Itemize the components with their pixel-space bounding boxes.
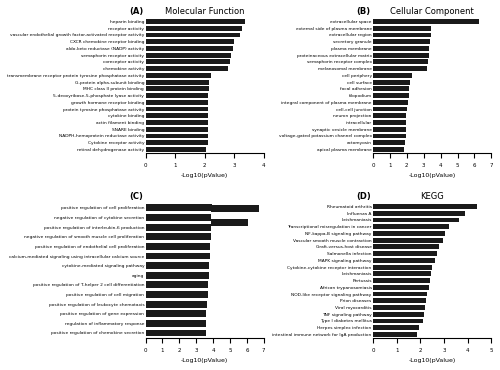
Bar bbox=[373, 100, 408, 105]
X-axis label: -Log10(pValue): -Log10(pValue) bbox=[181, 358, 228, 363]
Bar bbox=[373, 245, 440, 249]
Bar bbox=[146, 262, 209, 269]
Bar bbox=[146, 330, 206, 336]
Bar bbox=[373, 120, 406, 125]
Bar bbox=[146, 66, 228, 71]
Bar bbox=[146, 19, 244, 24]
Bar bbox=[146, 46, 233, 51]
Bar bbox=[146, 100, 208, 105]
Bar bbox=[373, 292, 428, 296]
Bar bbox=[146, 120, 208, 125]
Bar bbox=[373, 127, 406, 132]
Bar bbox=[146, 107, 208, 111]
Bar bbox=[373, 140, 405, 145]
Bar bbox=[373, 312, 424, 317]
Bar bbox=[373, 113, 406, 118]
Bar bbox=[373, 93, 408, 98]
Bar bbox=[373, 278, 430, 283]
Bar bbox=[146, 291, 208, 298]
Bar bbox=[373, 238, 443, 243]
X-axis label: -Log10(pValue): -Log10(pValue) bbox=[181, 173, 228, 178]
Bar bbox=[146, 310, 206, 317]
Bar bbox=[146, 301, 207, 307]
Bar bbox=[373, 258, 434, 263]
Bar bbox=[146, 113, 208, 118]
Bar bbox=[146, 93, 208, 98]
Bar bbox=[146, 224, 212, 231]
Bar bbox=[373, 53, 429, 58]
Bar bbox=[373, 147, 404, 152]
Bar bbox=[373, 33, 430, 37]
Bar bbox=[146, 214, 212, 221]
Bar bbox=[373, 134, 406, 138]
Bar bbox=[373, 224, 449, 229]
Bar bbox=[373, 319, 423, 323]
Bar bbox=[146, 60, 230, 64]
Bar bbox=[146, 86, 209, 91]
Bar bbox=[373, 305, 425, 310]
Bar bbox=[146, 147, 206, 152]
Bar bbox=[146, 320, 206, 327]
Bar bbox=[373, 66, 427, 71]
Bar bbox=[373, 204, 477, 209]
Bar bbox=[373, 271, 431, 276]
X-axis label: -Log10(pValue): -Log10(pValue) bbox=[408, 358, 456, 363]
Bar bbox=[373, 231, 445, 236]
Bar bbox=[373, 211, 466, 216]
Bar bbox=[146, 53, 232, 58]
Bar bbox=[373, 251, 437, 256]
Bar bbox=[146, 205, 212, 211]
Text: (D): (D) bbox=[356, 192, 370, 201]
Bar bbox=[146, 134, 208, 138]
Bar bbox=[373, 332, 417, 337]
Text: (C): (C) bbox=[130, 192, 143, 201]
Bar bbox=[373, 298, 426, 303]
Bar bbox=[373, 265, 432, 269]
Bar bbox=[146, 272, 209, 279]
Bar bbox=[373, 107, 407, 111]
Bar bbox=[146, 26, 242, 31]
Bar bbox=[373, 46, 429, 51]
Bar bbox=[373, 86, 410, 91]
Bar bbox=[373, 80, 410, 84]
Bar bbox=[146, 233, 210, 240]
Title: Molecular Function: Molecular Function bbox=[165, 7, 244, 16]
Bar bbox=[373, 39, 430, 44]
Text: (B): (B) bbox=[356, 7, 370, 16]
Bar bbox=[146, 33, 240, 37]
Title: KEGG: KEGG bbox=[420, 192, 444, 201]
Bar bbox=[146, 253, 210, 259]
Bar bbox=[146, 80, 209, 84]
Bar bbox=[373, 285, 428, 290]
Bar bbox=[146, 73, 210, 78]
Bar bbox=[146, 282, 208, 288]
Bar bbox=[373, 26, 432, 31]
Bar bbox=[373, 325, 419, 330]
Bar bbox=[373, 19, 480, 24]
X-axis label: -Log10(pValue): -Log10(pValue) bbox=[408, 173, 456, 178]
Text: (A): (A) bbox=[129, 7, 143, 16]
Bar bbox=[146, 243, 210, 250]
Bar bbox=[373, 218, 460, 222]
Bar bbox=[146, 39, 234, 44]
Bar bbox=[373, 60, 428, 64]
Bar bbox=[146, 140, 208, 145]
Bar bbox=[373, 73, 412, 78]
Title: Cellular Component: Cellular Component bbox=[390, 7, 474, 16]
Bar bbox=[146, 127, 208, 132]
